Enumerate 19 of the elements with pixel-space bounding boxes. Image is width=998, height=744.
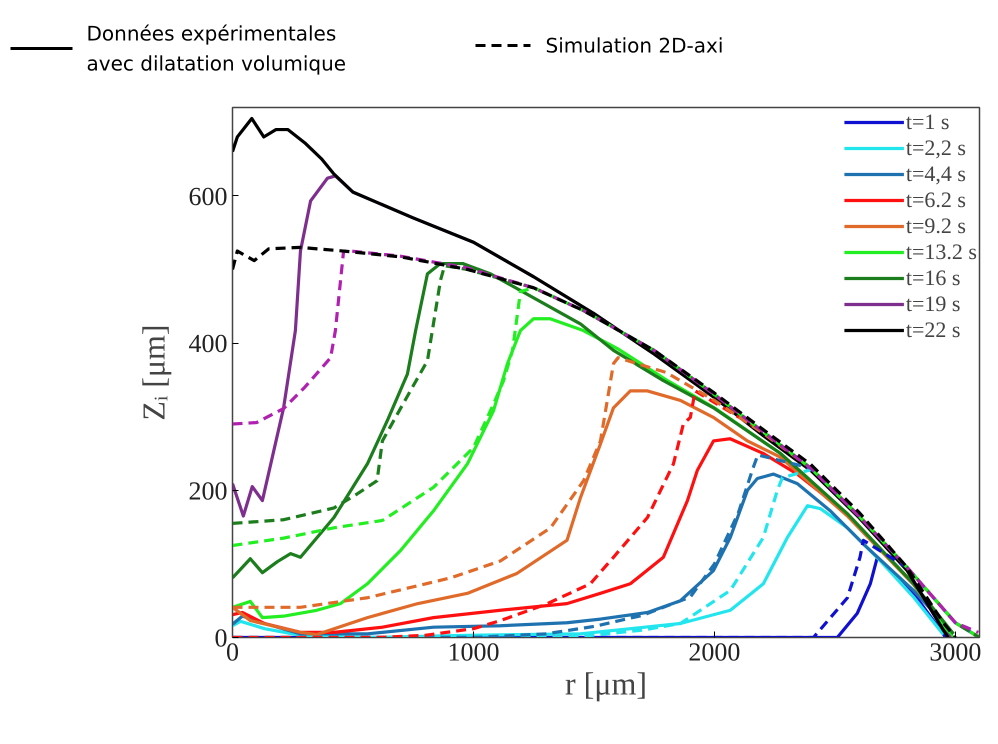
legend-label: t=6.2 s <box>906 187 966 213</box>
legend-label: t=9.2 s <box>906 213 966 239</box>
x-tick-label: 2000 <box>688 638 740 666</box>
legend-label: t=1 s <box>906 109 950 135</box>
y-tick-label: 600 <box>188 182 228 211</box>
legend-label: t=16 s <box>906 265 960 291</box>
x-axis-title: r [μm] <box>564 666 648 702</box>
legend-label: t=13.2 s <box>906 239 977 265</box>
y-tick-label: 200 <box>188 476 228 506</box>
x-tick-label: 1000 <box>447 638 500 666</box>
text: Données expérimentales avec dilatation volumique <box>86 22 346 76</box>
legend-label: t=22 s <box>906 317 960 343</box>
x-tick-label: 3000 <box>929 638 982 666</box>
y-axis-title: Zᵢ [μm] <box>136 324 172 421</box>
legend-label: t=19 s <box>906 291 960 317</box>
text: Simulation 2D-axi <box>546 34 724 58</box>
legend-label: t=2,2 s <box>906 135 966 161</box>
y-tick-label: 400 <box>188 329 228 358</box>
legend-label: t=4,4 s <box>906 161 966 187</box>
